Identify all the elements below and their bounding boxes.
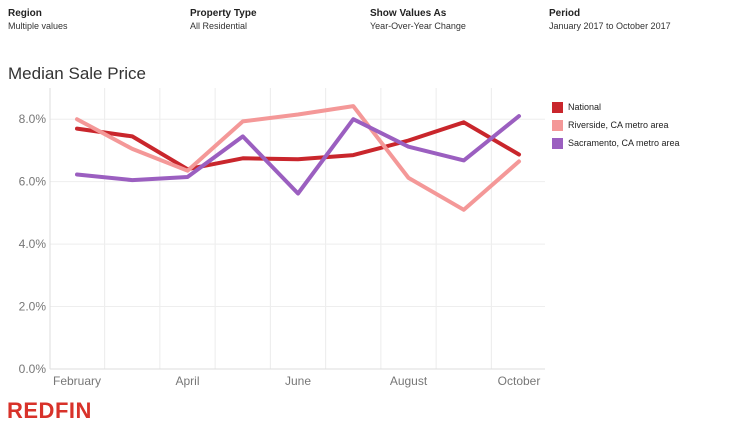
filter-region-label: Region: [8, 8, 42, 19]
data-point-s1-8: [517, 159, 521, 163]
legend-item-riverside[interactable]: Riverside, CA metro area: [552, 116, 680, 134]
chart-title: Median Sale Price: [8, 64, 146, 83]
filter-region[interactable]: Region Multiple values: [8, 8, 68, 32]
series-line-2: [75, 114, 521, 196]
filter-show-values-label: Show Values As: [370, 8, 447, 19]
legend-label-sacramento: Sacramento, CA metro area: [568, 138, 680, 148]
legend-swatch-national: [552, 101, 563, 113]
data-point-s0-5: [351, 153, 355, 157]
filter-period-label: Period: [549, 8, 581, 19]
y-tick-label: 8.0%: [19, 112, 47, 126]
data-point-s1-3: [241, 119, 245, 123]
legend-swatch-riverside: [552, 119, 563, 131]
data-point-s2-0: [75, 172, 79, 176]
data-point-s1-0: [75, 117, 79, 121]
data-point-s0-3: [241, 156, 245, 160]
data-point-s1-2: [186, 169, 190, 173]
x-tick-label: June: [285, 374, 311, 388]
x-tick-label: August: [390, 374, 428, 388]
legend-item-sacramento[interactable]: Sacramento, CA metro area: [552, 134, 680, 152]
filter-property-type-label: Property Type: [190, 8, 257, 19]
filter-bar: Region Multiple values Property Type All…: [0, 8, 730, 38]
data-point-s0-8: [517, 153, 521, 157]
filter-property-type[interactable]: Property Type All Residential: [190, 8, 257, 32]
redfin-logo: REDFIN: [7, 398, 92, 423]
y-tick-label: 0.0%: [19, 362, 47, 376]
data-point-s2-5: [351, 117, 355, 121]
filter-show-values[interactable]: Show Values As Year-Over-Year Change: [370, 8, 466, 32]
data-point-s0-4: [296, 157, 300, 161]
filter-show-values-value[interactable]: Year-Over-Year Change: [370, 21, 466, 31]
data-point-s1-7: [462, 208, 466, 212]
filter-region-value[interactable]: Multiple values: [8, 21, 68, 31]
filter-period-value[interactable]: January 2017 to October 2017: [549, 21, 671, 31]
y-tick-label: 4.0%: [19, 237, 47, 251]
chart-legend: National Riverside, CA metro area Sacram…: [552, 98, 680, 152]
data-point-s2-1: [130, 178, 134, 182]
data-point-s1-5: [351, 104, 355, 108]
y-tick-label: 6.0%: [19, 175, 47, 189]
x-tick-label: February: [53, 374, 101, 388]
data-point-s0-1: [130, 134, 134, 138]
filter-period[interactable]: Period January 2017 to October 2017: [549, 8, 671, 32]
data-point-s2-6: [407, 145, 411, 149]
data-point-s2-7: [462, 158, 466, 162]
data-point-s1-6: [407, 176, 411, 180]
data-point-s2-8: [517, 114, 521, 118]
y-tick-label: 2.0%: [19, 300, 47, 314]
data-point-s2-3: [241, 134, 245, 138]
data-point-s2-4: [296, 192, 300, 196]
data-point-s1-4: [296, 113, 300, 117]
data-point-s0-6: [407, 138, 411, 142]
legend-swatch-sacramento: [552, 137, 563, 149]
data-point-s1-1: [130, 147, 134, 151]
data-point-s0-0: [75, 127, 79, 131]
series-line-0: [75, 120, 521, 172]
x-tick-label: April: [175, 374, 199, 388]
data-point-s2-2: [186, 175, 190, 179]
x-tick-label: October: [498, 374, 541, 388]
legend-label-national: National: [568, 102, 602, 112]
legend-label-riverside: Riverside, CA metro area: [568, 120, 669, 130]
legend-item-national[interactable]: National: [552, 98, 680, 116]
data-point-s0-7: [462, 120, 466, 124]
series-line-1: [75, 104, 521, 212]
filter-property-type-value[interactable]: All Residential: [190, 21, 248, 31]
